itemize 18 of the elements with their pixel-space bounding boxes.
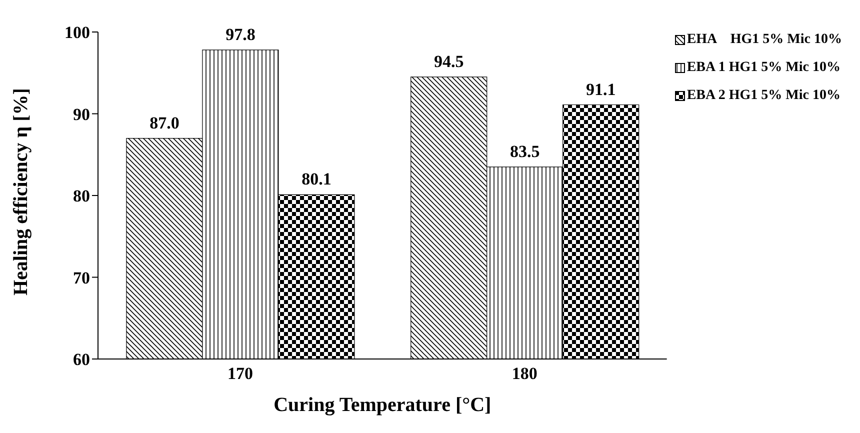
y-tick-label: 60 [73,350,90,370]
x-tick-label: 170 [227,364,253,384]
data-label: 94.5 [434,52,464,71]
y-tick-label: 90 [73,104,90,124]
data-label: 80.1 [302,170,332,189]
y-tick-label: 70 [73,268,90,288]
data-label: 97.8 [226,24,256,44]
data-label: 91.1 [586,80,616,99]
data-label: 83.5 [510,142,540,161]
legend-label: EBA 1 HG1 5% Mic 10% [686,60,840,76]
x-axis-title: Curing Temperature [°C] [274,394,492,416]
y-axis-title: Healing efficiency η [%] [10,88,32,296]
y-tick-label: 80 [73,186,90,206]
data-label: 87.0 [150,113,180,132]
legend-label: EBA 2 HG1 5% Mic 10% [686,88,840,104]
x-tick-label: 180 [512,364,538,384]
legend-label: EHA HG1 5% Mic 10% [686,32,842,48]
y-tick-label: 100 [64,23,90,42]
